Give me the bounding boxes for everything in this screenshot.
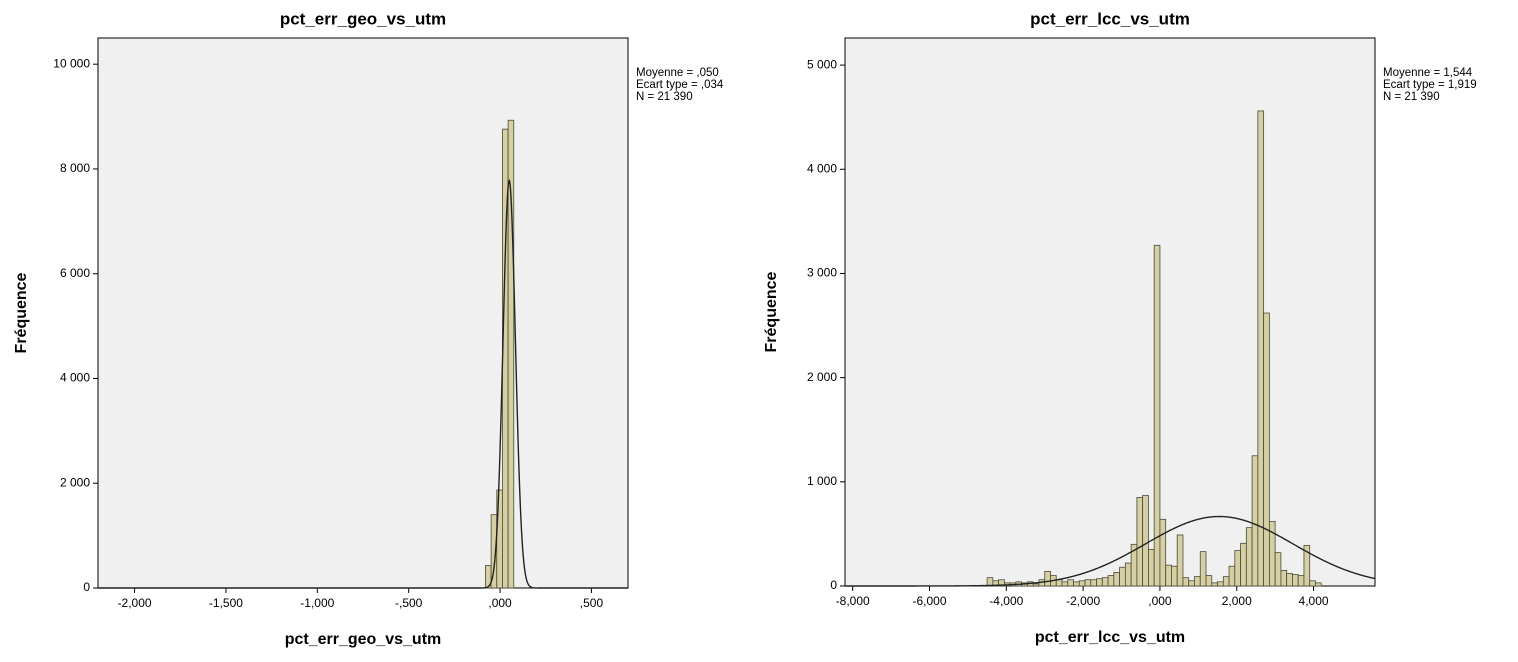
x-tick-label: -2,000	[118, 596, 152, 610]
chart-title: pct_err_geo_vs_utm	[280, 9, 446, 28]
bar	[1032, 583, 1040, 587]
bar	[1263, 312, 1270, 587]
x-tick-label: ,500	[580, 596, 604, 610]
bar	[1297, 575, 1305, 587]
bar	[1107, 575, 1115, 587]
x-axis-label: pct_err_geo_vs_utm	[285, 631, 442, 648]
x-tick-label: -4,000	[989, 594, 1023, 608]
y-axis-label: Fréquence	[13, 272, 30, 353]
x-tick-label: -1,000	[300, 596, 334, 610]
bar	[1055, 579, 1063, 587]
bar	[1096, 578, 1103, 587]
y-tick-label: 0	[83, 580, 90, 594]
y-tick-label: 3 000	[807, 266, 837, 280]
y-axis-label: Fréquence	[763, 271, 780, 352]
bar	[1067, 579, 1074, 587]
x-tick-label: -1,500	[209, 596, 243, 610]
bar	[1119, 566, 1126, 587]
bar	[1124, 562, 1132, 587]
x-tick-label: ,000	[1148, 594, 1172, 608]
chart: pct_err_geo_vs_utm pct_err_geo_vs_utm Fréq…	[13, 9, 724, 648]
bar	[1073, 581, 1080, 587]
bar	[1113, 572, 1121, 587]
bar	[1245, 527, 1253, 587]
bar	[1084, 579, 1092, 587]
stat-text: Moyenne = ,050	[636, 67, 719, 79]
x-tick-label: 2,000	[1222, 594, 1252, 608]
chart-title: pct_err_lcc_vs_utm	[1030, 9, 1190, 28]
plot-area	[97, 37, 629, 589]
stat-text: Ecart type = ,034	[636, 79, 724, 91]
bar	[1240, 542, 1247, 587]
y-tick-label: 5 000	[807, 57, 837, 71]
bar	[1142, 494, 1149, 587]
chart: pct_err_lcc_vs_utm pct_err_lcc_vs_utm Fréq…	[763, 9, 1476, 646]
bar	[1303, 544, 1311, 587]
bar	[1061, 581, 1069, 587]
bar	[1165, 564, 1172, 587]
y-tick-label: 10 000	[53, 56, 90, 70]
bar	[1211, 582, 1218, 587]
bar	[1228, 565, 1236, 587]
x-tick-label: -6,000	[912, 594, 946, 608]
plot-area	[844, 37, 1376, 587]
y-tick-label: 4 000	[60, 371, 90, 385]
y-tick-label: 6 000	[60, 266, 90, 280]
bar	[1280, 569, 1288, 587]
y-tick-label: 8 000	[60, 161, 90, 175]
bar	[1286, 573, 1293, 587]
bar	[1078, 580, 1086, 587]
bar	[1251, 455, 1259, 587]
bar	[1315, 582, 1322, 587]
normal-curve	[845, 515, 1376, 587]
bar	[1205, 575, 1213, 587]
bar	[1217, 581, 1224, 587]
bar	[1171, 565, 1178, 587]
stat-text: N = 21 390	[636, 91, 693, 103]
x-tick-label: 4,000	[1299, 594, 1329, 608]
bar	[1182, 577, 1190, 587]
y-tick-label: 1 000	[807, 474, 837, 488]
x-tick-label: -2,000	[1066, 594, 1100, 608]
bar	[1148, 549, 1155, 587]
bar	[1153, 244, 1161, 587]
bar	[1101, 577, 1109, 587]
x-tick-label: -,500	[395, 596, 423, 610]
stat-text: N = 21 390	[1383, 91, 1440, 103]
bar	[1176, 534, 1184, 587]
bar	[1044, 571, 1051, 587]
y-tick-label: 4 000	[807, 161, 837, 175]
stat-text: Ecart type = 1,919	[1383, 79, 1477, 91]
bar	[507, 119, 515, 589]
y-tick-label: 2 000	[60, 475, 90, 489]
bar	[1136, 497, 1144, 587]
bar	[1188, 580, 1195, 587]
y-tick-label: 0	[830, 578, 837, 592]
bar	[1309, 580, 1316, 587]
stat-text: Moyenne = 1,544	[1383, 67, 1473, 79]
bar	[1222, 576, 1230, 587]
bar	[1274, 552, 1282, 587]
bar	[1090, 579, 1097, 587]
bar	[1257, 110, 1265, 587]
bar	[1194, 576, 1201, 587]
bar	[1292, 574, 1299, 587]
bar	[1199, 551, 1207, 587]
normal-curve	[98, 178, 628, 589]
y-tick-label: 2 000	[807, 370, 837, 384]
bar	[1234, 550, 1241, 587]
x-tick-label: -8,000	[836, 594, 870, 608]
bar	[1159, 518, 1167, 587]
x-tick-label: ,000	[488, 596, 512, 610]
x-axis-label: pct_err_lcc_vs_utm	[1035, 629, 1185, 646]
